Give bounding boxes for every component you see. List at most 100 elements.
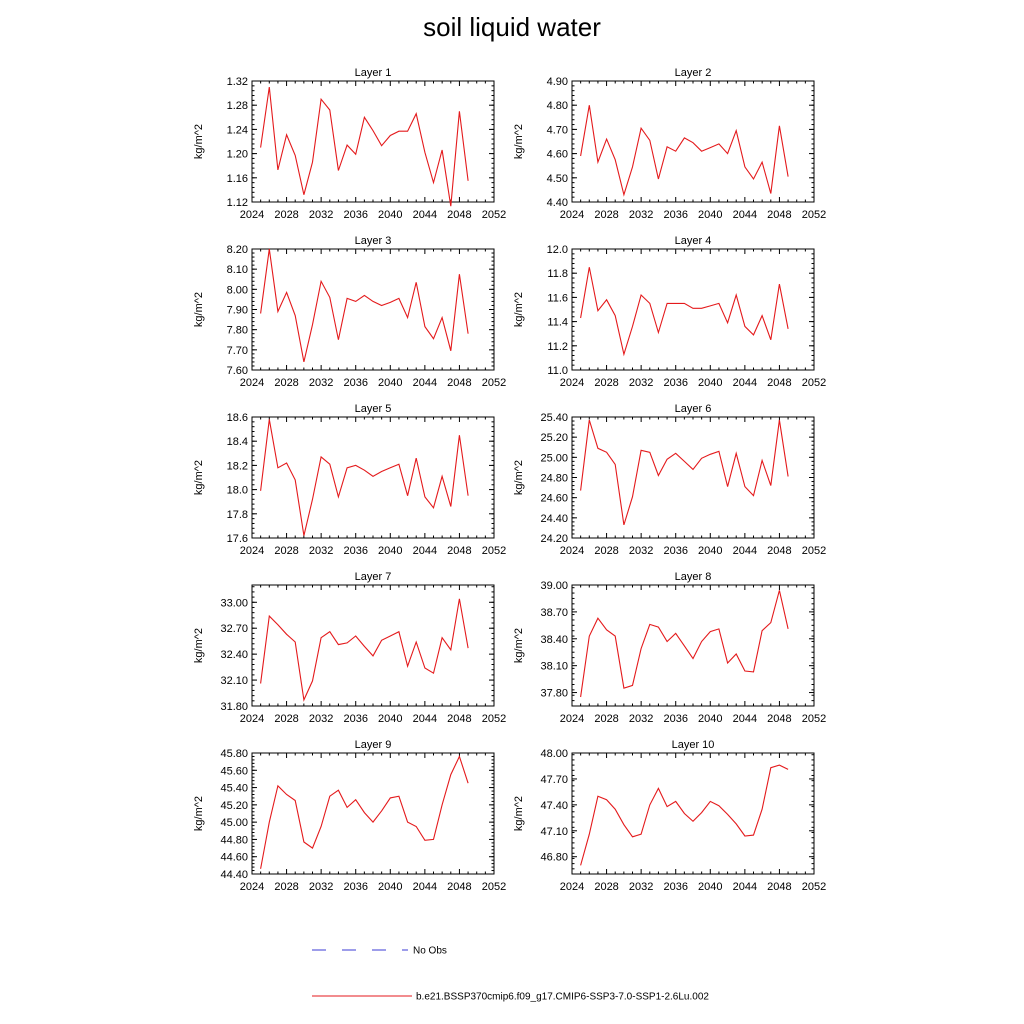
- y-tick-label: 17.8: [227, 509, 248, 521]
- y-tick-label: 32.10: [220, 675, 248, 687]
- x-tick-label: 2044: [413, 377, 437, 389]
- chart-title: soil liquid water: [423, 12, 601, 42]
- y-tick-label: 37.80: [540, 688, 568, 700]
- x-tick-label: 2024: [240, 209, 264, 221]
- x-tick-label: 2028: [274, 545, 298, 557]
- legend-item-no-obs: No Obs: [312, 946, 447, 957]
- y-tick-label: 4.50: [547, 173, 568, 185]
- x-tick-label: 2052: [482, 545, 506, 557]
- y-tick-label: 46.80: [540, 852, 568, 864]
- x-tick-label: 2036: [343, 209, 367, 221]
- panel-title: Layer 3: [355, 235, 392, 247]
- x-tick-label: 2040: [378, 881, 402, 893]
- x-tick-label: 2036: [343, 545, 367, 557]
- x-tick-label: 2032: [309, 713, 333, 725]
- panel-title: Layer 10: [672, 739, 715, 751]
- x-tick-label: 2028: [594, 209, 618, 221]
- y-tick-label: 4.80: [547, 100, 568, 112]
- x-tick-label: 2048: [447, 881, 471, 893]
- y-tick-label: 7.60: [227, 365, 248, 377]
- x-tick-label: 2040: [378, 713, 402, 725]
- x-tick-label: 2024: [560, 545, 584, 557]
- x-tick-label: 2028: [594, 545, 618, 557]
- x-tick-label: 2032: [629, 545, 653, 557]
- y-tick-label: 18.2: [227, 460, 248, 472]
- y-tick-label: 1.28: [227, 100, 248, 112]
- y-tick-label: 8.00: [227, 284, 248, 296]
- x-tick-label: 2052: [482, 881, 506, 893]
- panel-layer-5: Layer 5 kg/m^2 2024 2028 2032 2036 2040 2044 204…: [193, 403, 506, 557]
- y-tick-label: 25.20: [540, 432, 568, 444]
- x-tick-label: 2024: [560, 377, 584, 389]
- panel-layer-8: Layer 8 kg/m^2 2024 2028 2032 2036 2040 2044 204…: [513, 571, 826, 725]
- x-tick-label: 2028: [274, 377, 298, 389]
- x-tick-label: 2028: [274, 209, 298, 221]
- y-axis-label: kg/m^2: [513, 292, 525, 327]
- y-tick-label: 44.60: [220, 852, 248, 864]
- panel-layer-10: Layer 10 kg/m^2 2024 2028 2032 2036 2040 2044 20…: [513, 739, 826, 893]
- y-tick-label: 45.60: [220, 765, 248, 777]
- panel-title: Layer 2: [675, 67, 712, 79]
- x-tick-label: 2048: [767, 209, 791, 221]
- y-tick-label: 7.80: [227, 325, 248, 337]
- y-tick-label: 1.32: [227, 76, 248, 88]
- x-tick-label: 2036: [663, 713, 687, 725]
- y-axis-label: kg/m^2: [513, 124, 525, 159]
- x-tick-label: 2028: [274, 713, 298, 725]
- y-tick-label: 45.80: [220, 748, 248, 760]
- x-tick-label: 2052: [802, 377, 826, 389]
- x-tick-label: 2048: [767, 713, 791, 725]
- y-tick-label: 1.16: [227, 173, 248, 185]
- x-tick-label: 2048: [767, 545, 791, 557]
- y-tick-label: 18.6: [227, 412, 248, 424]
- x-tick-label: 2024: [560, 713, 584, 725]
- y-tick-label: 38.10: [540, 661, 568, 673]
- panel-layer-1: Layer 1 kg/m^2 2024 2028 2032 2036 2040 2044 204…: [193, 67, 506, 221]
- x-tick-label: 2036: [663, 377, 687, 389]
- x-tick-label: 2052: [802, 881, 826, 893]
- y-tick-label: 4.60: [547, 149, 568, 161]
- panel-layer-4: Layer 4 kg/m^2 2024 2028 2032 2036 2040 2044 204…: [513, 235, 826, 389]
- x-tick-label: 2052: [482, 377, 506, 389]
- y-tick-label: 39.00: [540, 580, 568, 592]
- x-tick-label: 2052: [802, 209, 826, 221]
- x-tick-label: 2048: [447, 377, 471, 389]
- x-tick-label: 2032: [309, 377, 333, 389]
- y-tick-label: 8.20: [227, 244, 248, 256]
- x-tick-label: 2024: [240, 545, 264, 557]
- y-tick-label: 44.40: [220, 869, 248, 881]
- x-tick-label: 2036: [343, 377, 367, 389]
- x-tick-label: 2040: [698, 377, 722, 389]
- y-tick-label: 24.40: [540, 513, 568, 525]
- series-line: [580, 105, 789, 197]
- legend-item-model-run: b.e21.BSSP370cmip6.f09_g17.CMIP6-SSP3-7.…: [312, 992, 709, 1003]
- x-tick-label: 2044: [413, 713, 437, 725]
- y-axis-label: kg/m^2: [513, 460, 525, 495]
- y-tick-label: 1.24: [227, 124, 248, 136]
- y-tick-label: 33.00: [220, 597, 248, 609]
- x-tick-label: 2048: [447, 209, 471, 221]
- y-axis-label: kg/m^2: [193, 628, 205, 663]
- x-tick-label: 2040: [698, 545, 722, 557]
- series-line: [580, 590, 789, 698]
- series-line: [580, 419, 789, 526]
- x-tick-label: 2040: [698, 881, 722, 893]
- x-tick-label: 2040: [378, 377, 402, 389]
- y-tick-label: 47.40: [540, 800, 568, 812]
- x-tick-label: 2036: [663, 881, 687, 893]
- y-tick-label: 7.90: [227, 305, 248, 317]
- y-axis-label: kg/m^2: [513, 796, 525, 831]
- x-tick-label: 2032: [309, 881, 333, 893]
- x-tick-label: 2032: [309, 209, 333, 221]
- x-tick-label: 2048: [447, 545, 471, 557]
- y-axis-label: kg/m^2: [193, 124, 205, 159]
- series-line: [260, 248, 469, 363]
- y-tick-label: 11.6: [547, 292, 568, 304]
- x-tick-label: 2036: [343, 881, 367, 893]
- x-tick-label: 2036: [663, 209, 687, 221]
- panel-layer-9: Layer 9 kg/m^2 2024 2028 2032 2036 2040 2044 204…: [193, 739, 506, 893]
- series-line: [260, 419, 469, 536]
- y-tick-label: 8.10: [227, 264, 248, 276]
